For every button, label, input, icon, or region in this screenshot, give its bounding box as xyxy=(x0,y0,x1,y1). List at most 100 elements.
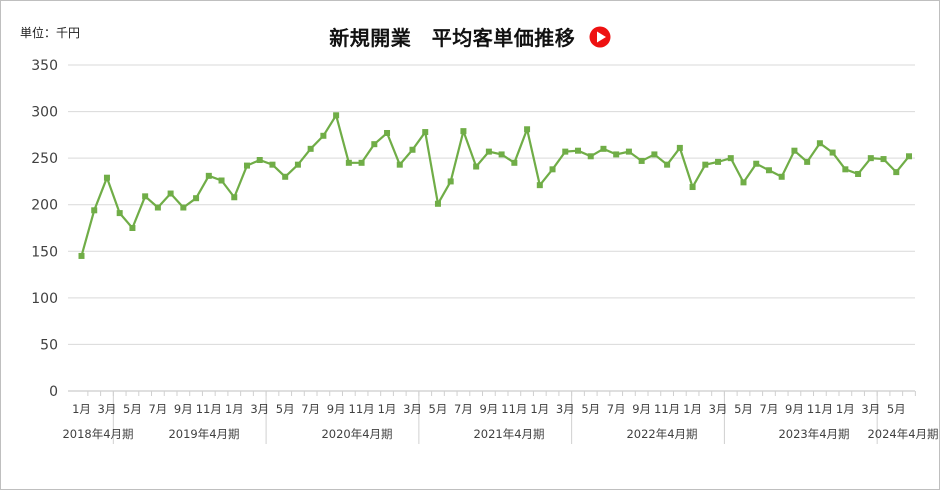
data-point xyxy=(804,158,811,165)
x-tick-label: 5月 xyxy=(429,402,448,416)
data-point xyxy=(702,161,709,168)
data-point xyxy=(244,162,250,169)
period-label: 2023年4月期 xyxy=(778,427,849,441)
data-point xyxy=(511,159,518,166)
period-label: 2019年4月期 xyxy=(168,427,239,441)
data-point xyxy=(498,151,505,158)
data-point xyxy=(829,149,836,156)
data-point xyxy=(103,174,110,181)
x-tick-label: 7月 xyxy=(454,402,473,416)
data-point xyxy=(842,166,849,173)
chart-title: 新規開業 平均客単価推移 xyxy=(329,26,576,50)
data-point xyxy=(727,155,734,162)
x-tick-label: 3月 xyxy=(556,402,575,416)
data-point xyxy=(154,204,161,211)
data-point xyxy=(434,200,441,207)
x-tick-label: 11月 xyxy=(501,402,527,416)
data-point xyxy=(371,141,378,148)
data-point xyxy=(791,147,798,154)
y-tick-label: 150 xyxy=(31,244,58,260)
x-tick-label: 1月 xyxy=(378,402,397,416)
x-tick-label: 5月 xyxy=(887,402,906,416)
x-tick-label: 1月 xyxy=(836,402,855,416)
data-point xyxy=(422,129,429,136)
data-point xyxy=(715,158,722,165)
data-point xyxy=(765,167,772,174)
data-point xyxy=(613,151,620,158)
unit-label: 単位：千円 xyxy=(20,26,81,40)
data-point xyxy=(231,194,238,201)
data-point xyxy=(524,126,531,133)
x-tick-label: 7月 xyxy=(607,402,626,416)
data-point xyxy=(664,161,671,168)
data-point xyxy=(167,190,174,197)
data-point xyxy=(205,172,212,179)
x-tick-label: 3月 xyxy=(98,402,117,416)
x-tick-label: 9月 xyxy=(327,402,346,416)
data-point xyxy=(473,163,480,170)
x-tick-label: 11月 xyxy=(807,402,833,416)
data-point xyxy=(116,210,123,217)
data-point xyxy=(676,144,683,151)
data-point xyxy=(333,112,340,119)
y-tick-label: 0 xyxy=(49,384,58,400)
y-tick-label: 200 xyxy=(31,198,58,214)
data-point xyxy=(575,147,581,154)
y-tick-label: 350 xyxy=(31,58,58,74)
data-point xyxy=(855,170,862,177)
data-point xyxy=(460,128,467,135)
x-tick-label: 7月 xyxy=(301,402,320,416)
x-tick-label: 3月 xyxy=(861,402,880,416)
data-point xyxy=(867,155,874,162)
x-tick-label: 5月 xyxy=(581,402,600,416)
y-tick-label: 50 xyxy=(40,337,58,353)
data-point xyxy=(282,173,289,180)
x-tick-label: 3月 xyxy=(403,402,422,416)
y-tick-label: 250 xyxy=(31,151,58,167)
data-point xyxy=(345,159,352,166)
data-point xyxy=(906,153,912,160)
x-tick-label: 9月 xyxy=(479,402,498,416)
x-tick-label: 7月 xyxy=(760,402,779,416)
data-point xyxy=(689,184,696,191)
data-point xyxy=(753,160,760,167)
data-point xyxy=(320,132,327,139)
period-label: 2022年4月期 xyxy=(626,427,697,441)
plot-area xyxy=(78,112,912,259)
data-point xyxy=(778,173,785,180)
data-point xyxy=(485,148,492,155)
data-point xyxy=(142,193,149,200)
x-tick-label: 11月 xyxy=(654,402,680,416)
x-axis-tick-labels: 1月 3月 5月 7月 9月 11月 1月 3月 5月 7月 9月 11月 1月 3月 5月 7月 9月 11月 1… xyxy=(72,402,906,416)
data-point xyxy=(893,169,900,176)
data-point xyxy=(78,252,85,259)
data-point xyxy=(587,153,594,160)
data-point xyxy=(549,166,556,173)
x-tick-label: 11月 xyxy=(196,402,222,416)
series-line xyxy=(80,114,910,257)
period-label: 2020年4月期 xyxy=(321,427,392,441)
x-tick-label: 5月 xyxy=(276,402,295,416)
data-point xyxy=(307,145,314,152)
grid-lines xyxy=(68,64,915,345)
chart-title-container: 新規開業 平均客単価推移 xyxy=(0,22,940,53)
x-tick-label: 1月 xyxy=(530,402,549,416)
data-point xyxy=(294,161,301,168)
y-axis-tick-labels: 0 50 100 150 200 250 300 350 xyxy=(31,58,58,400)
play-circle-icon[interactable] xyxy=(589,26,611,53)
data-point xyxy=(218,177,225,184)
y-tick-label: 300 xyxy=(31,105,58,121)
x-tick-label: 9月 xyxy=(174,402,193,416)
period-label: 2018年4月期 xyxy=(62,427,133,441)
data-point xyxy=(269,161,276,168)
x-tick-label: 3月 xyxy=(709,402,728,416)
x-tick-label: 3月 xyxy=(250,402,269,416)
period-labels: 2018年4月期 2019年4月期 2020年4月期 2021年4月期 2022年4月期… xyxy=(62,427,938,441)
data-point xyxy=(625,148,632,155)
data-point xyxy=(536,182,543,189)
x-axis xyxy=(68,390,916,444)
x-tick-label: 5月 xyxy=(123,402,142,416)
data-point xyxy=(409,146,416,153)
